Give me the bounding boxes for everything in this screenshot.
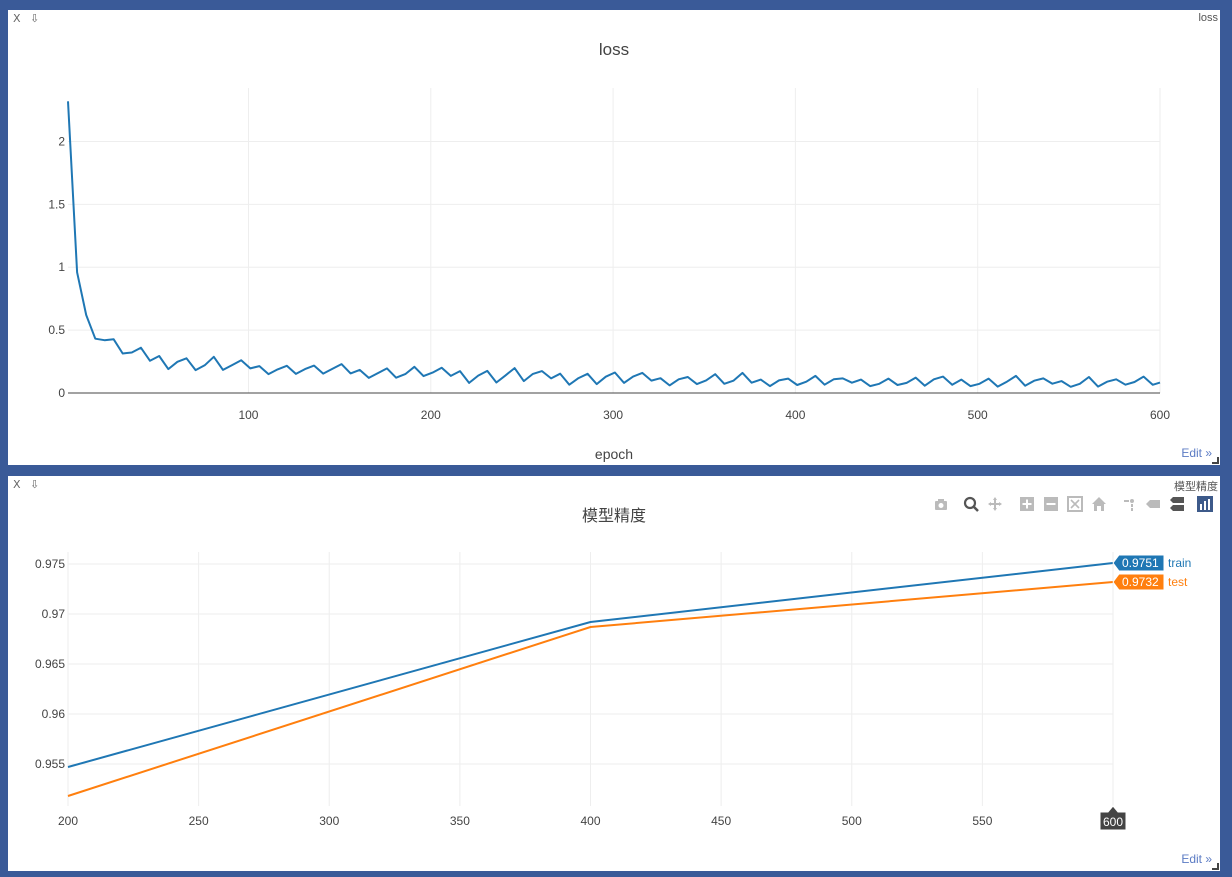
camera-icon[interactable] [932,495,950,513]
download-icon[interactable]: ⇩ [30,12,40,25]
hover-label-name: train [1168,556,1191,570]
pane-controls: X ⇩ [13,478,45,491]
resize-handle[interactable] [1212,863,1219,870]
edit-link[interactable]: Edit » [1181,446,1212,460]
hover-label-name: test [1168,575,1188,589]
hover-closest-icon[interactable] [1144,495,1162,513]
pan-icon[interactable] [986,495,1004,513]
hover-label-value: 0.9751 [1122,556,1159,570]
hover-label-train: 0.9751 train [1112,554,1191,572]
hover-compare-icon[interactable] [1168,495,1186,513]
y-tick-label: 0.955 [35,757,65,771]
zoom-out-icon[interactable] [1042,495,1060,513]
spike-icon[interactable] [1120,495,1138,513]
accuracy-chart[interactable]: 200 250 300 350 400 450 500 550 0.955 0.96 0.965 0.… [8,476,1220,871]
plotly-logo-icon[interactable] [1196,495,1214,513]
zoom-icon[interactable] [962,495,980,513]
y-tick-label: 0 [58,386,65,400]
hover-label-box [1112,554,1165,572]
resize-handle[interactable] [1212,457,1219,464]
download-icon[interactable]: ⇩ [30,478,40,491]
y-tick-label: 2 [58,134,65,148]
y-tick-label: 1 [58,260,65,274]
loss-chart[interactable]: 100 200 300 400 500 600 0 0.5 1 1.5 2 loss epoch [8,10,1220,465]
zoom-in-icon[interactable] [1018,495,1036,513]
pane-name: 模型精度 [1174,481,1218,493]
home-icon[interactable] [1090,495,1108,513]
y-tick-label: 0.97 [42,607,66,621]
y-tick-label: 0.5 [48,323,65,337]
hover-x-label: 600 [1099,805,1127,831]
x-axis-title: epoch [595,446,633,462]
test-line [67,581,1114,797]
accuracy-pane: X ⇩ 模型精度 200 250 300 350 400 450 500 550 0.955 0.… [8,476,1220,871]
hover-label-box [1112,573,1165,591]
train-line [67,562,1114,768]
modebar [932,495,1214,513]
pane-name: loss [1198,12,1218,24]
x-tick-label: 600 [1150,408,1170,422]
hover-label-test: 0.9732 test [1112,573,1188,591]
chart-title: 模型精度 [582,507,646,525]
y-tick-label: 0.975 [35,557,65,571]
y-tick-label: 0.96 [42,707,66,721]
close-icon[interactable]: X [13,12,21,25]
pane-controls: X ⇩ [13,12,45,25]
hover-x-value: 600 [1103,815,1123,829]
close-icon[interactable]: X [13,478,21,491]
x-tick-label: 500 [968,408,988,422]
hover-label-value: 0.9732 [1122,575,1159,589]
chart-title: loss [599,40,629,59]
x-tick-label: 400 [785,408,805,422]
x-tick-label: 200 [421,408,441,422]
loss-line [67,101,1161,388]
x-tick-label: 100 [238,408,258,422]
y-tick-label: 1.5 [48,197,65,211]
x-tick-label: 400 [580,814,600,828]
y-tick-label: 0.965 [35,657,65,671]
loss-pane: X ⇩ loss 100 200 300 400 500 600 0 0.5 1 1.5 2 loss… [8,10,1220,465]
x-tick-label: 500 [842,814,862,828]
x-tick-label: 350 [450,814,470,828]
x-tick-label: 550 [972,814,992,828]
x-tick-label: 450 [711,814,731,828]
x-tick-label: 250 [189,814,209,828]
x-tick-label: 200 [58,814,78,828]
autoscale-icon[interactable] [1066,495,1084,513]
x-tick-label: 300 [603,408,623,422]
hover-x-box [1099,805,1127,831]
x-tick-label: 300 [319,814,339,828]
edit-link[interactable]: Edit » [1181,852,1212,866]
